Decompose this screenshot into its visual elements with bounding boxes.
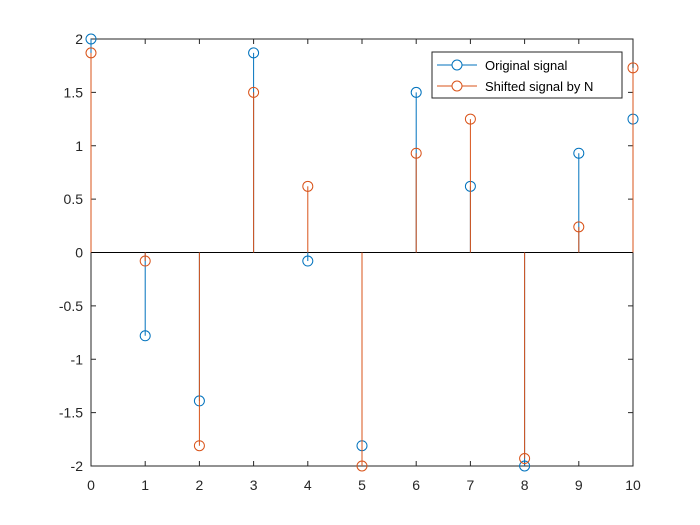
y-tick-label: 1	[75, 138, 83, 154]
legend[interactable]: Original signal Shifted signal by N	[431, 51, 623, 99]
x-tick-label: 4	[304, 477, 312, 493]
stem-marker	[627, 62, 639, 74]
legend-entry-label: Original signal	[485, 58, 567, 73]
stem-marker	[85, 47, 97, 59]
y-tick-label: 0.5	[64, 191, 84, 207]
x-tick-label: 8	[521, 477, 529, 493]
legend-marker	[451, 80, 463, 92]
stem-marker	[410, 147, 422, 159]
stem-marker	[139, 330, 151, 342]
stem-marker	[302, 180, 314, 192]
x-tick-label: 6	[412, 477, 420, 493]
stem-marker	[193, 440, 205, 452]
x-tick-label: 5	[358, 477, 366, 493]
stem-marker	[248, 47, 260, 59]
stem-marker	[85, 33, 97, 45]
stems	[85, 33, 639, 472]
stem-marker	[519, 453, 531, 465]
x-tick-label: 3	[250, 477, 258, 493]
y-tick-label: 1.5	[64, 84, 84, 100]
stem-marker	[302, 255, 314, 267]
x-tick-label: 0	[87, 477, 95, 493]
y-tick-label: -2	[71, 458, 84, 474]
tick-labels: 0 1 2 3 4 5 6 7 8 9 10 -2 -1.5 -1 -0.5 0 0.5 1 1.5 2	[59, 31, 641, 493]
x-tick-label: 10	[625, 477, 641, 493]
stem-marker	[464, 113, 476, 125]
stem-marker	[139, 255, 151, 267]
stem-marker	[248, 86, 260, 98]
x-tick-label: 9	[575, 477, 583, 493]
stem-marker	[573, 221, 585, 233]
y-tick-label: -0.5	[59, 298, 83, 314]
x-tick-label: 1	[141, 477, 149, 493]
x-tick-label: 2	[196, 477, 204, 493]
y-tick-label: -1	[71, 351, 84, 367]
x-tick-label: 7	[467, 477, 475, 493]
stem-marker	[573, 147, 585, 159]
y-tick-label: 2	[75, 31, 83, 47]
legend-box	[431, 51, 623, 99]
stem-marker	[356, 460, 368, 472]
stem-marker	[410, 86, 422, 98]
series-2	[85, 47, 639, 472]
legend-marker	[451, 59, 463, 71]
y-tick-label: 0	[75, 245, 83, 261]
stem-marker	[519, 460, 531, 472]
legend-entry-label: Shifted signal by N	[485, 79, 593, 94]
y-tick-label: -1.5	[59, 405, 83, 421]
